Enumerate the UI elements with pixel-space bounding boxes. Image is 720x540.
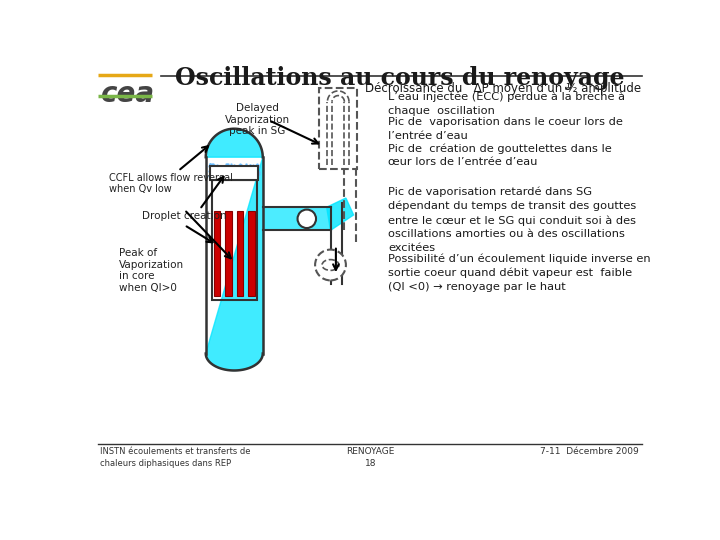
Bar — [212, 180, 256, 300]
Text: L’eau injectée (ECC) perdue à la brèche à
chaque  oscillation: L’eau injectée (ECC) perdue à la brèche … — [388, 92, 625, 116]
Circle shape — [315, 249, 346, 280]
Text: RENOYAGE
18: RENOYAGE 18 — [346, 447, 395, 468]
Polygon shape — [206, 129, 263, 370]
Text: Pic de vaporisation retardé dans SG
dépendant du temps de transit des gouttes
en: Pic de vaporisation retardé dans SG dépe… — [388, 186, 636, 253]
Text: Delayed
Vaporization
peak in SG: Delayed Vaporization peak in SG — [225, 103, 290, 137]
Text: Oscillations au cours du renoyage: Oscillations au cours du renoyage — [175, 66, 624, 90]
Text: cea: cea — [101, 80, 156, 108]
Text: Pic de  création de gouttelettes dans le
œur lors de l’entrée d’eau: Pic de création de gouttelettes dans le … — [388, 143, 612, 167]
Text: Droplet creation: Droplet creation — [142, 211, 227, 221]
Circle shape — [297, 210, 316, 228]
Text: INSTN écoulements et transferts de
chaleurs diphasiques dans REP: INSTN écoulements et transferts de chale… — [99, 447, 250, 468]
Bar — [319, 88, 357, 168]
Text: 7-11  Décembre 2009: 7-11 Décembre 2009 — [540, 447, 639, 456]
Text: Peak of
Vaporization
in core
when Ql>0: Peak of Vaporization in core when Ql>0 — [119, 248, 184, 293]
Bar — [214, 211, 220, 296]
Text: Pic de  vaporisation dans le coeur lors de
l’entrée d’eau: Pic de vaporisation dans le coeur lors d… — [388, 117, 623, 141]
Polygon shape — [327, 198, 354, 231]
Text: Possibilité d’un écoulement liquide inverse en
sortie coeur quand débit vapeur e: Possibilité d’un écoulement liquide inve… — [388, 253, 651, 292]
Bar — [237, 211, 243, 296]
Text: CCFL allows flow reversal
when Qv low: CCFL allows flow reversal when Qv low — [109, 173, 233, 194]
Bar — [225, 211, 232, 296]
Bar — [210, 166, 258, 180]
Bar — [263, 208, 330, 230]
Ellipse shape — [322, 260, 339, 271]
Text: Décroissance du   ΔP moyen d'un ½ amplitude: Décroissance du ΔP moyen d'un ½ amplitud… — [366, 82, 642, 94]
Bar — [248, 211, 255, 296]
